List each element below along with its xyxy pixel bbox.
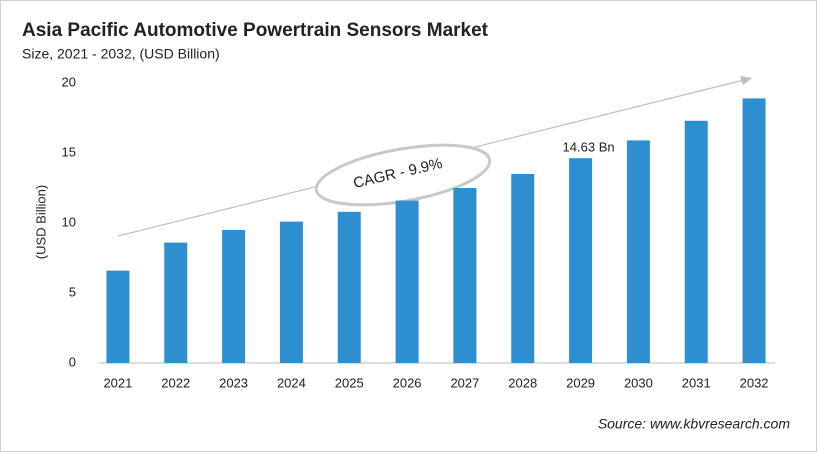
y-axis-label: (USD Billion)	[33, 185, 48, 259]
x-tick-label: 2023	[219, 375, 248, 390]
y-tick-label: 5	[69, 284, 76, 299]
x-tick-label: 2031	[682, 375, 711, 390]
bar	[337, 211, 361, 363]
bar	[742, 98, 766, 364]
chart-subtitle: Size, 2021 - 2032, (USD Billion)	[22, 46, 220, 62]
bar	[106, 270, 130, 363]
data-label: 14.63 Bn	[563, 140, 615, 155]
x-tick-label: 2026	[393, 375, 422, 390]
bar	[569, 158, 593, 363]
bar	[395, 200, 419, 363]
x-tick-label: 2028	[508, 375, 537, 390]
bar	[222, 230, 246, 363]
x-tick-label: 2024	[277, 375, 306, 390]
x-tick-label: 2022	[161, 375, 190, 390]
bar	[279, 221, 303, 363]
x-tick-label: 2027	[450, 375, 479, 390]
source: Source: www.kbvresearch.com	[598, 416, 791, 432]
y-tick-label: 15	[62, 144, 76, 159]
y-tick-label: 20	[62, 74, 76, 89]
arrow-head	[740, 76, 752, 85]
bar	[684, 120, 708, 363]
bar	[453, 188, 477, 363]
x-tick-label: 2032	[740, 375, 769, 390]
bar	[626, 140, 650, 363]
x-tick-label: 2030	[624, 375, 653, 390]
bar	[164, 242, 188, 363]
x-tick-label: 2021	[103, 375, 132, 390]
x-tick-label: 2025	[335, 375, 364, 390]
x-tick-label: 2029	[566, 375, 595, 390]
y-tick-label: 0	[69, 354, 76, 369]
chart-title: Asia Pacific Automotive Powertrain Senso…	[22, 20, 489, 41]
bar	[511, 174, 535, 363]
y-tick-label: 10	[62, 214, 76, 229]
